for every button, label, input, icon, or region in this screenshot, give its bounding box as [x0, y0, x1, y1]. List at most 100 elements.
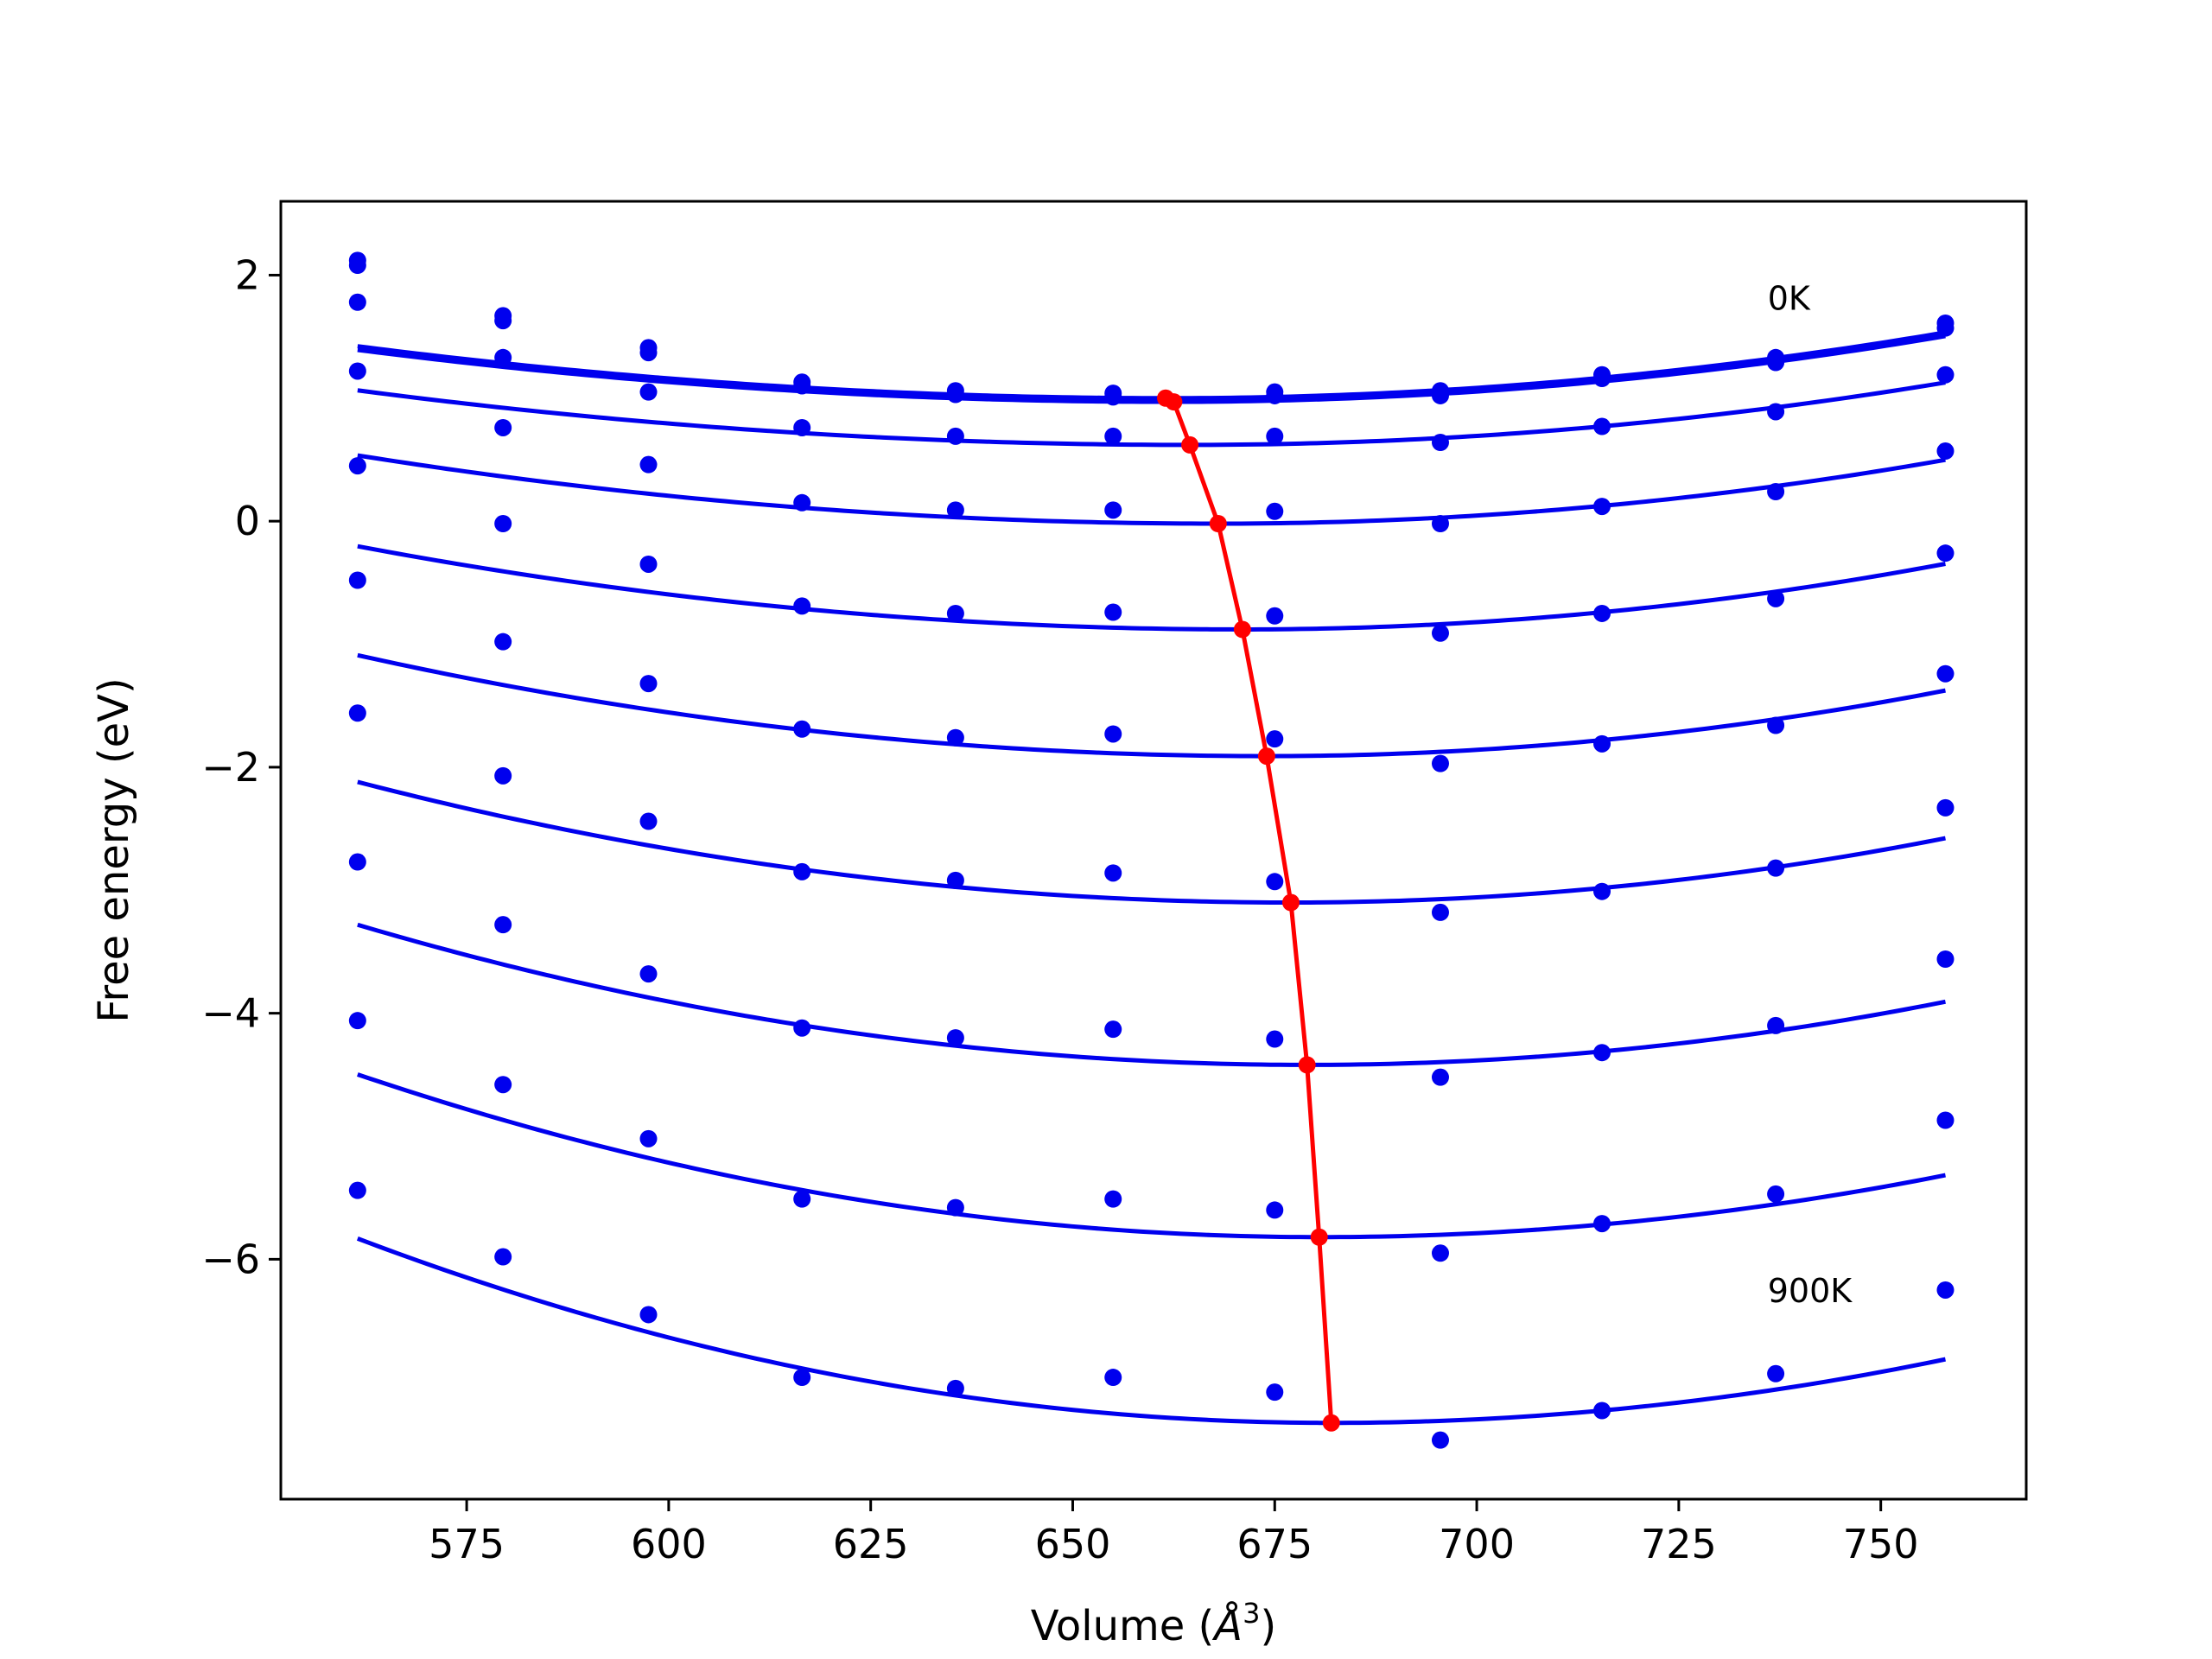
fit-curve [357, 543, 1946, 632]
data-point [639, 344, 658, 362]
minimum-point [1233, 620, 1251, 639]
minimum-point [1209, 515, 1227, 533]
data-point [639, 383, 658, 401]
data-point [1104, 501, 1122, 519]
data-point [1104, 388, 1122, 406]
data-point [639, 555, 658, 573]
data-point [1593, 498, 1611, 516]
data-point [494, 348, 512, 366]
data-point [946, 385, 964, 404]
data-point [639, 455, 658, 474]
fit-curve [357, 1072, 1946, 1240]
data-point [1767, 1185, 1785, 1203]
data-point [1431, 624, 1449, 642]
data-point [946, 1029, 964, 1047]
data-point [1593, 882, 1611, 900]
data-point [1936, 319, 1955, 337]
y-tick-label: −4 [201, 990, 260, 1037]
data-point [1767, 589, 1785, 607]
data-point [1431, 1431, 1449, 1449]
y-tick-label: 0 [235, 498, 260, 544]
data-point [1431, 1068, 1449, 1086]
data-point [1767, 716, 1785, 734]
data-point [1266, 502, 1284, 520]
data-point [1936, 1281, 1955, 1299]
x-tick-label: 650 [1035, 1521, 1111, 1567]
data-point [793, 597, 811, 615]
data-point [639, 812, 658, 830]
fit-curve [357, 380, 1946, 448]
data-point [1266, 1201, 1284, 1219]
data-point [946, 1198, 964, 1217]
data-point [639, 1129, 658, 1147]
fit-curve [357, 334, 1946, 404]
fit-curve [357, 453, 1946, 526]
data-point [348, 362, 366, 380]
data-point [793, 1190, 811, 1208]
data-point [1593, 1044, 1611, 1062]
data-point [1936, 1111, 1955, 1129]
y-axis-ticks: 2 0 −2 −4 −6 [201, 251, 281, 1282]
data-point [348, 571, 366, 589]
fit-curve [357, 922, 1946, 1067]
data-point [1266, 427, 1284, 445]
data-point [946, 1379, 964, 1397]
x-tick-label: 750 [1843, 1521, 1919, 1567]
data-point [1266, 386, 1284, 404]
data-point [946, 728, 964, 747]
data-point [1593, 370, 1611, 388]
data-point [1266, 730, 1284, 748]
data-point [946, 501, 964, 519]
data-point [1936, 442, 1955, 461]
temperature-annotation: 900K [1768, 1272, 1853, 1310]
minimum-point [1181, 435, 1199, 454]
plot-frame [279, 200, 2028, 1501]
minimum-point [1310, 1228, 1328, 1246]
data-point [639, 675, 658, 693]
data-point [1431, 434, 1449, 452]
data-point [494, 418, 512, 436]
x-tick-label: 600 [631, 1521, 707, 1567]
data-point [793, 862, 811, 880]
minimum-point [1281, 893, 1300, 912]
x-tick-label: 675 [1236, 1521, 1313, 1567]
data-point [1767, 1016, 1785, 1034]
data-point [1104, 1369, 1122, 1387]
y-tick-label: −6 [201, 1236, 260, 1282]
fit-curve [357, 652, 1946, 759]
data-points [348, 251, 1955, 1449]
data-point [1593, 417, 1611, 435]
y-axis-label: Free energy (eV) [90, 677, 138, 1022]
data-point [1104, 1020, 1122, 1039]
minimum-line-path [1164, 396, 1334, 1423]
data-point [1767, 353, 1785, 372]
data-point [494, 916, 512, 934]
temperature-annotation: 0K [1768, 279, 1811, 317]
data-point [793, 418, 811, 436]
x-tick-label: 575 [429, 1521, 505, 1567]
y-tick-label: 2 [235, 251, 260, 298]
x-tick-label: 700 [1439, 1521, 1515, 1567]
minimum-point [1165, 393, 1183, 411]
data-point [1593, 604, 1611, 622]
fit-curve [357, 330, 1946, 401]
data-point [1104, 1190, 1122, 1208]
data-point [1431, 754, 1449, 772]
data-point [494, 1248, 512, 1266]
data-point [1104, 427, 1122, 445]
data-point [639, 965, 658, 983]
data-point [494, 632, 512, 651]
data-point [348, 853, 366, 871]
data-point [639, 1306, 658, 1324]
data-point [1431, 903, 1449, 921]
minimum-energy-line [1157, 389, 1340, 1432]
data-point [1104, 725, 1122, 743]
minimum-point [1322, 1414, 1340, 1432]
data-point [1936, 664, 1955, 683]
data-point [1593, 1402, 1611, 1420]
data-point [946, 427, 964, 445]
data-point [1936, 950, 1955, 968]
data-point [793, 1019, 811, 1037]
data-point [946, 871, 964, 889]
